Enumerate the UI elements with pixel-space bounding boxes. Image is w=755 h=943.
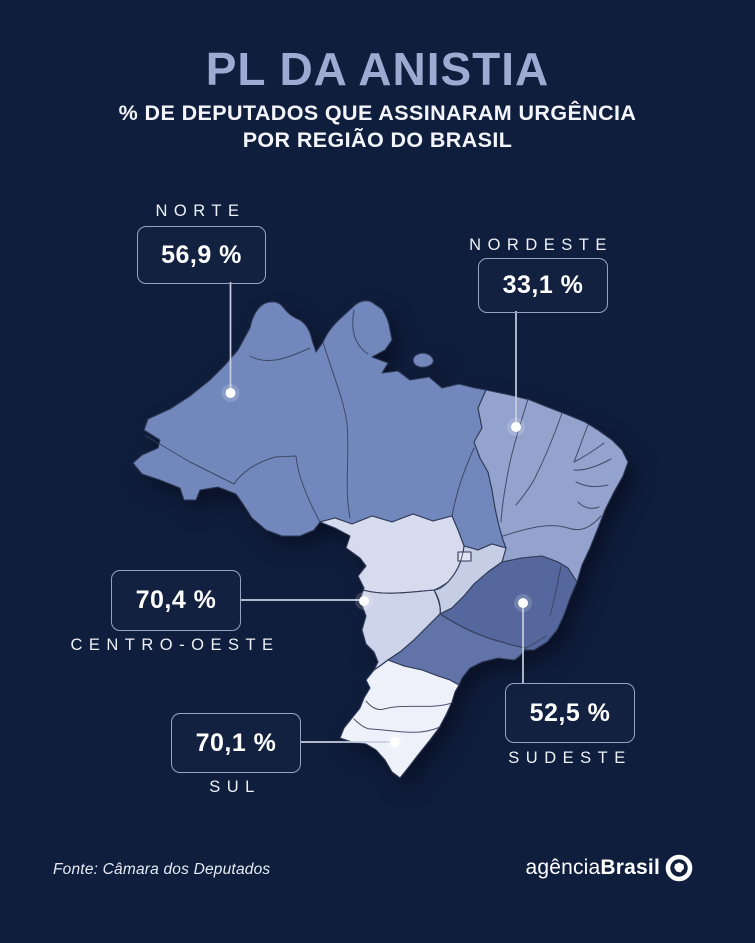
value-sudeste: 52,5 % (529, 698, 611, 727)
region-label-norte: NORTE (155, 202, 246, 220)
map-group (132, 300, 629, 779)
value-box-centro-oeste: 70,4 % (111, 570, 241, 631)
page-subtitle: % DE DEPUTADOS QUE ASSINARAM URGÊNCIA PO… (0, 100, 755, 154)
value-box-sudeste: 52,5 % (505, 683, 635, 743)
region-label-sul: SUL (209, 778, 261, 796)
logo-text-bold: Brasil (600, 856, 660, 879)
region-label-centro-oeste: CENTRO-OESTE (70, 636, 280, 654)
value-sul: 70,1 % (195, 728, 277, 757)
value-box-sul: 70,1 % (171, 713, 301, 773)
map-region-norte (132, 300, 507, 551)
agencia-brasil-logo: agênciaBrasil (525, 854, 693, 882)
region-label-sudeste: SUDESTE (508, 749, 632, 767)
value-nordeste: 33,1 % (502, 271, 584, 299)
source-credit: Fonte: Câmara dos Deputados (53, 861, 271, 878)
callout-dot-sul (390, 737, 400, 747)
subtitle-line-1: % DE DEPUTADOS QUE ASSINARAM URGÊNCIA (118, 101, 637, 125)
logo-text-light: agência (525, 856, 601, 879)
callout-dot-sudeste (518, 598, 528, 608)
page-title: PL DA ANISTIA (205, 43, 550, 95)
value-norte: 56,9 % (161, 240, 242, 269)
map-island-marajo (412, 352, 434, 368)
state-borders (145, 309, 612, 733)
callout-dots (221, 384, 532, 751)
callout-dot-norte (225, 388, 236, 398)
value-centro-oeste: 70,4 % (135, 586, 217, 614)
logo-text: agênciaBrasil (525, 856, 660, 880)
callout-dot-nordeste (511, 422, 521, 432)
region-label-nordeste: NORDESTE (469, 236, 613, 254)
map-region-sul (339, 659, 460, 779)
subtitle-line-2: POR REGIÃO DO BRASIL (242, 128, 513, 152)
value-box-nordeste: 33,1 % (478, 258, 608, 313)
value-box-norte: 56,9 % (137, 226, 266, 284)
map-state-distrito-federal (457, 551, 472, 562)
callout-dot-centro-oeste (359, 596, 369, 606)
agencia-brasil-icon (665, 854, 693, 882)
